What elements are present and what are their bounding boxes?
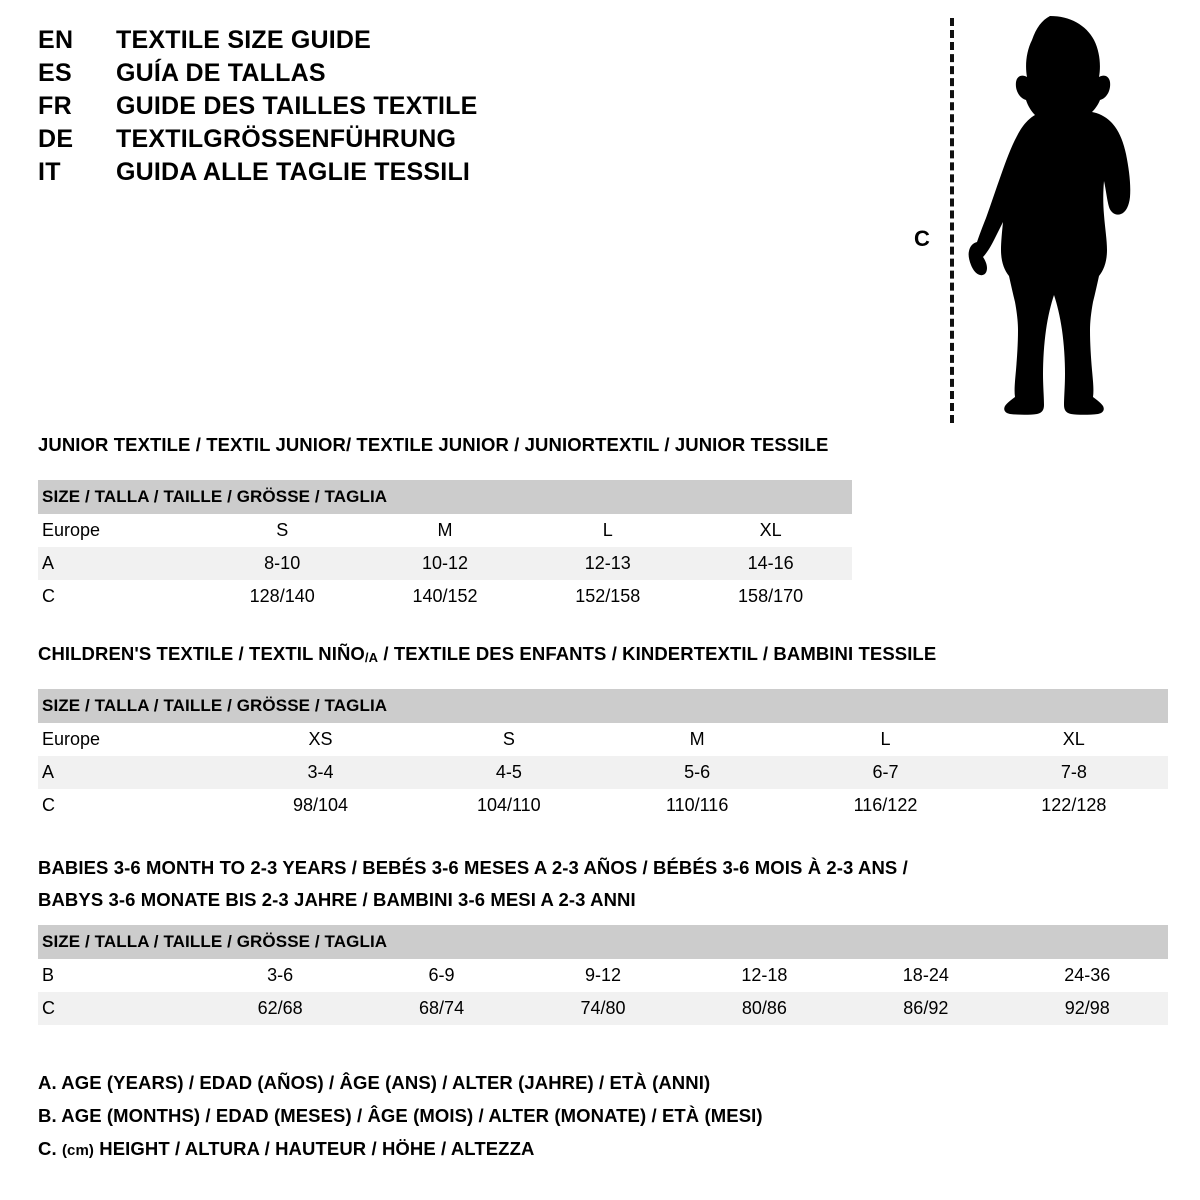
children-band-header-label: SIZE / TALLA / TAILLE / GRÖSSE / TAGLIA xyxy=(38,689,1168,723)
junior-age-m: 10-12 xyxy=(363,547,527,580)
section-heading-babies-line1: BABIES 3-6 MONTH TO 2-3 YEARS / BEBÉS 3-… xyxy=(38,857,908,878)
children-size-xs: XS xyxy=(226,723,415,756)
children-size-s: S xyxy=(414,723,603,756)
table-row: C 98/104 104/110 110/116 116/122 122/128 xyxy=(38,789,1168,822)
babies-size-table: SIZE / TALLA / TAILLE / GRÖSSE / TAGLIA … xyxy=(38,925,1168,1025)
guide-title-es: GUÍA DE TALLAS xyxy=(116,59,326,87)
babies-table-band-header: SIZE / TALLA / TAILLE / GRÖSSE / TAGLIA xyxy=(38,925,1168,959)
table-row: C 128/140 140/152 152/158 158/170 xyxy=(38,580,852,613)
junior-height-m: 140/152 xyxy=(363,580,527,613)
section-heading-children: CHILDREN'S TEXTILE / TEXTIL NIÑO/A / TEX… xyxy=(38,643,936,665)
children-age-m: 5-6 xyxy=(602,756,792,789)
junior-height-s: 128/140 xyxy=(200,580,364,613)
section-heading-babies-line2: BABYS 3-6 MONATE BIS 2-3 JAHRE / BAMBINI… xyxy=(38,889,636,910)
children-height-xl: 122/128 xyxy=(979,789,1168,822)
children-age-s: 4-5 xyxy=(414,756,603,789)
legend-line-c: C. (cm) HEIGHT / ALTURA / HAUTEUR / HÖHE… xyxy=(38,1132,1038,1165)
junior-row-label-c: C xyxy=(38,580,201,613)
babies-row-label-b: B xyxy=(38,959,200,992)
table-row: A 8-10 10-12 12-13 14-16 xyxy=(38,547,852,580)
babies-months-col5: 18-24 xyxy=(845,959,1007,992)
guide-title-fr: GUIDE DES TAILLES TEXTILE xyxy=(116,92,478,120)
children-age-xs: 3-4 xyxy=(226,756,415,789)
height-marker-label: C xyxy=(914,226,930,251)
junior-size-l: L xyxy=(526,514,690,547)
legend-line-a: A. AGE (YEARS) / EDAD (AÑOS) / ÂGE (ANS)… xyxy=(38,1072,711,1093)
children-size-table: SIZE / TALLA / TAILLE / GRÖSSE / TAGLIA … xyxy=(38,689,1168,822)
babies-months-col2: 6-9 xyxy=(360,959,523,992)
legend-c-rest: HEIGHT / ALTURA / HAUTEUR / HÖHE / ALTEZ… xyxy=(94,1138,535,1159)
children-heading-subscript: /A xyxy=(364,650,379,665)
language-row-es: ES GUÍA DE TALLAS xyxy=(38,59,558,92)
language-row-it: IT GUIDA ALLE TAGLIE TESSILI xyxy=(38,158,558,191)
junior-row-label-europe: Europe xyxy=(38,514,201,547)
language-code-en: EN xyxy=(38,26,74,54)
children-row-label-c: C xyxy=(38,789,227,822)
babies-height-col2: 68/74 xyxy=(360,992,523,1025)
children-height-xs: 98/104 xyxy=(226,789,415,822)
language-row-de: DE TEXTILGRÖSSENFÜHRUNG xyxy=(38,125,558,158)
junior-row-label-a: A xyxy=(38,547,201,580)
children-size-m: M xyxy=(602,723,792,756)
table-row: Europe XS S M L XL xyxy=(38,723,1168,756)
junior-size-s: S xyxy=(200,514,364,547)
junior-size-xl: XL xyxy=(689,514,852,547)
language-row-en: EN TEXTILE SIZE GUIDE xyxy=(38,26,558,59)
children-row-label-europe: Europe xyxy=(38,723,227,756)
children-row-label-a: A xyxy=(38,756,227,789)
babies-height-col6: 92/98 xyxy=(1006,992,1168,1025)
children-height-s: 104/110 xyxy=(414,789,603,822)
children-table-band-header: SIZE / TALLA / TAILLE / GRÖSSE / TAGLIA xyxy=(38,689,1168,723)
guide-title-de: TEXTILGRÖSSENFÜHRUNG xyxy=(116,125,457,153)
children-heading-part1: CHILDREN'S TEXTILE / TEXTIL NIÑO xyxy=(38,643,365,664)
babies-months-col3: 9-12 xyxy=(522,959,684,992)
language-code-es: ES xyxy=(38,59,72,87)
babies-height-col3: 74/80 xyxy=(522,992,684,1025)
measurement-legend: A. AGE (YEARS) / EDAD (AÑOS) / ÂGE (ANS)… xyxy=(38,1066,1038,1165)
children-height-m: 110/116 xyxy=(602,789,792,822)
junior-height-l: 152/158 xyxy=(526,580,690,613)
table-row: B 3-6 6-9 9-12 12-18 18-24 24-36 xyxy=(38,959,1168,992)
guide-title-it: GUIDA ALLE TAGLIE TESSILI xyxy=(116,158,471,186)
junior-band-header-label: SIZE / TALLA / TAILLE / GRÖSSE / TAGLIA xyxy=(38,480,852,514)
children-age-l: 6-7 xyxy=(791,756,980,789)
babies-months-col6: 24-36 xyxy=(1006,959,1168,992)
language-code-it: IT xyxy=(38,158,61,186)
table-row: A 3-4 4-5 5-6 6-7 7-8 xyxy=(38,756,1168,789)
standing-toddler-silhouette xyxy=(968,16,1131,415)
junior-size-m: M xyxy=(363,514,527,547)
babies-months-col1: 3-6 xyxy=(199,959,361,992)
junior-size-table: SIZE / TALLA / TAILLE / GRÖSSE / TAGLIA … xyxy=(38,480,852,613)
junior-height-xl: 158/170 xyxy=(689,580,852,613)
junior-age-xl: 14-16 xyxy=(689,547,852,580)
babies-row-label-c: C xyxy=(38,992,200,1025)
section-heading-junior: JUNIOR TEXTILE / TEXTIL JUNIOR/ TEXTILE … xyxy=(38,434,829,455)
height-dashed-line xyxy=(950,18,954,423)
children-size-xl: XL xyxy=(979,723,1168,756)
children-size-l: L xyxy=(791,723,980,756)
legend-c-prefix: C. xyxy=(38,1138,62,1159)
children-age-xl: 7-8 xyxy=(979,756,1168,789)
language-code-de: DE xyxy=(38,125,74,153)
language-header-block: EN TEXTILE SIZE GUIDE ES GUÍA DE TALLAS … xyxy=(38,26,558,191)
guide-title-en: TEXTILE SIZE GUIDE xyxy=(116,26,372,54)
children-heading-part2: / TEXTILE DES ENFANTS / KINDERTEXTIL / B… xyxy=(378,643,937,664)
babies-height-col4: 80/86 xyxy=(683,992,846,1025)
height-measurement-figure: C xyxy=(900,8,1170,428)
language-code-fr: FR xyxy=(38,92,72,120)
babies-height-col1: 62/68 xyxy=(199,992,361,1025)
babies-months-col4: 12-18 xyxy=(683,959,846,992)
legend-c-unit: (cm) xyxy=(61,1142,95,1159)
junior-age-l: 12-13 xyxy=(526,547,690,580)
language-row-fr: FR GUIDE DES TAILLES TEXTILE xyxy=(38,92,558,125)
junior-age-s: 8-10 xyxy=(200,547,364,580)
babies-band-header-label: SIZE / TALLA / TAILLE / GRÖSSE / TAGLIA xyxy=(38,925,1168,959)
legend-line-b: B. AGE (MONTHS) / EDAD (MESES) / ÂGE (MO… xyxy=(38,1105,763,1126)
table-row: Europe S M L XL xyxy=(38,514,852,547)
table-row: C 62/68 68/74 74/80 80/86 86/92 92/98 xyxy=(38,992,1168,1025)
children-height-l: 116/122 xyxy=(791,789,980,822)
junior-table-band-header: SIZE / TALLA / TAILLE / GRÖSSE / TAGLIA xyxy=(38,480,852,514)
babies-height-col5: 86/92 xyxy=(845,992,1007,1025)
